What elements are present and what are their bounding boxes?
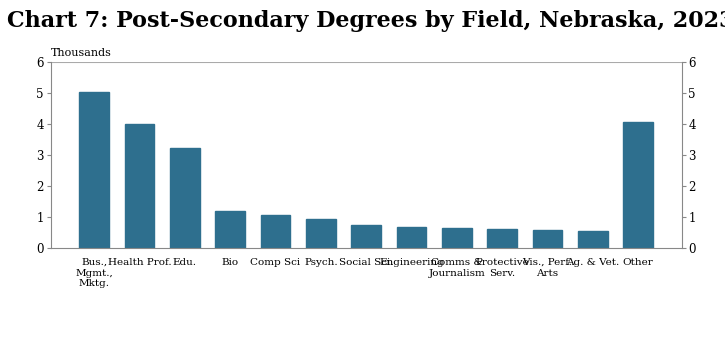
- Bar: [125, 124, 154, 248]
- Bar: [80, 92, 109, 248]
- Bar: [487, 229, 517, 248]
- Text: Thousands: Thousands: [51, 48, 112, 58]
- Text: Chart 7: Post-Secondary Degrees by Field, Nebraska, 2023: Chart 7: Post-Secondary Degrees by Field…: [7, 10, 725, 32]
- Bar: [306, 219, 336, 248]
- Bar: [352, 225, 381, 248]
- Bar: [442, 228, 471, 248]
- Bar: [533, 230, 562, 248]
- Bar: [170, 148, 199, 248]
- Bar: [215, 210, 245, 248]
- Bar: [624, 122, 652, 248]
- Bar: [397, 227, 426, 248]
- Bar: [261, 216, 290, 248]
- Bar: [578, 231, 608, 248]
